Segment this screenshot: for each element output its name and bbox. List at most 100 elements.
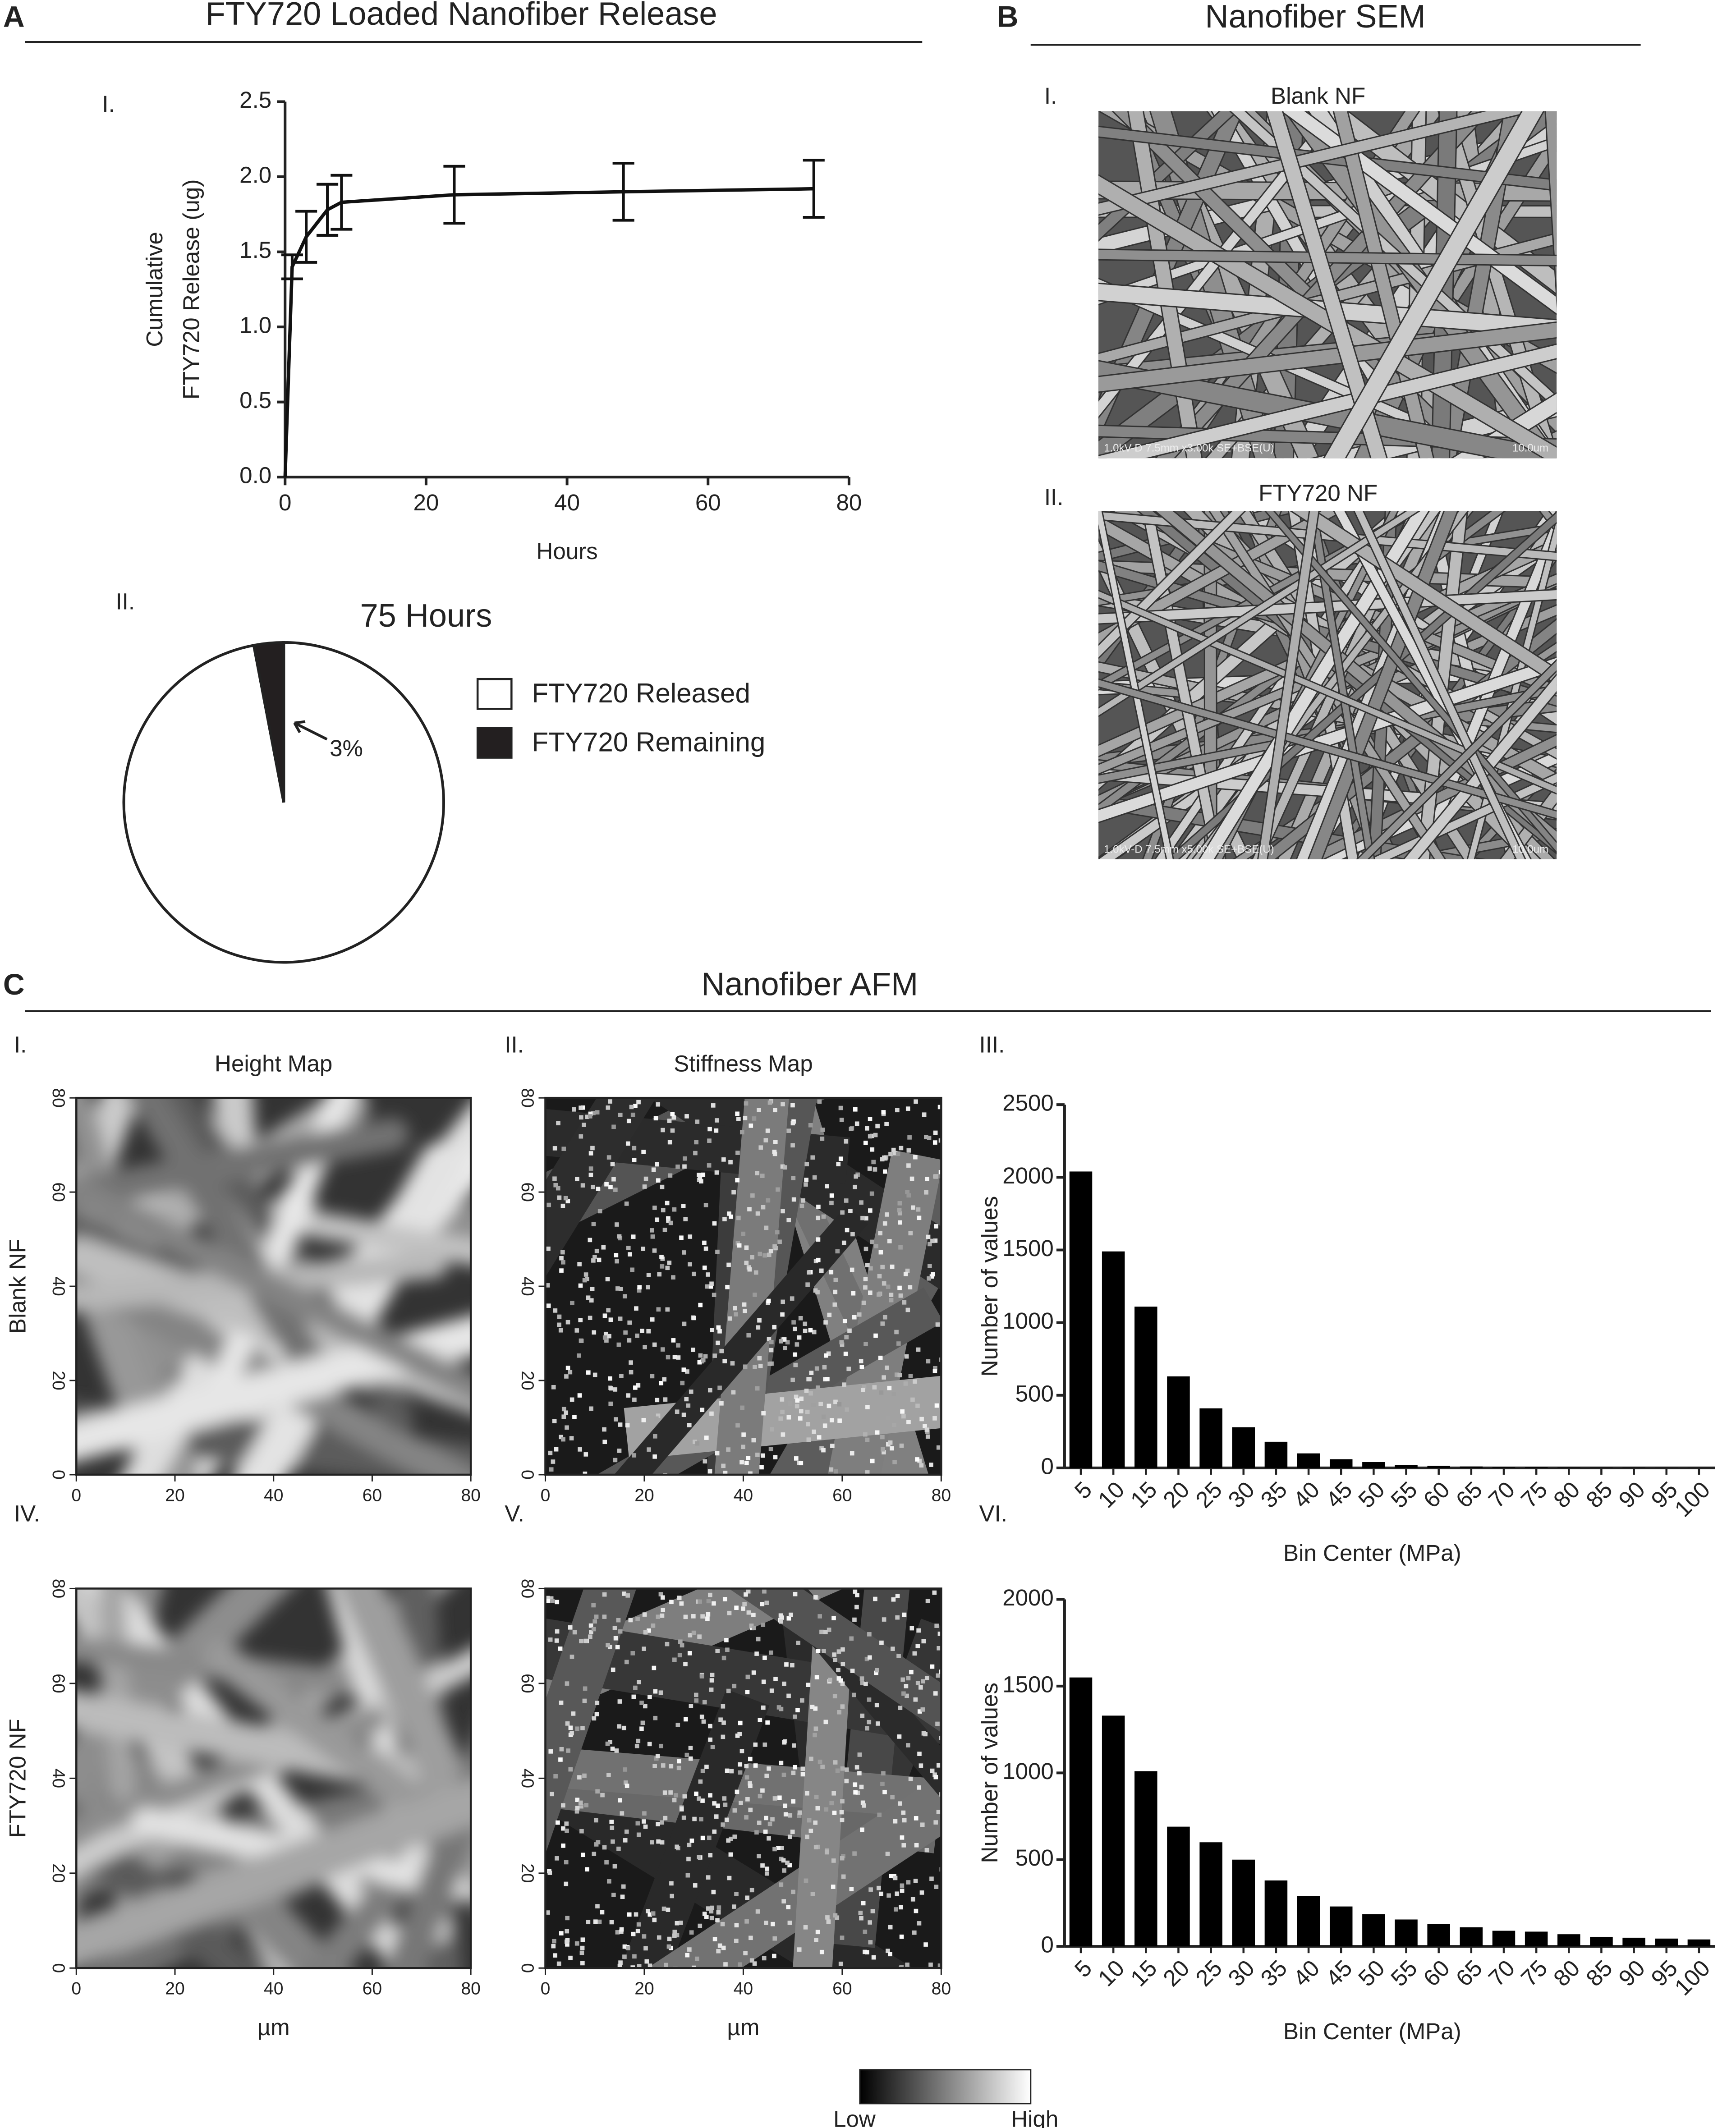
afm-pixel [558, 1757, 563, 1762]
afm-pixel [715, 1118, 719, 1123]
afm-pixel [727, 1316, 732, 1321]
afm-pixel [827, 1628, 831, 1632]
afm-pixel [855, 1593, 859, 1597]
afm-pixel [585, 1277, 589, 1281]
afm-pixel [857, 1312, 862, 1317]
afm-pixel [817, 1435, 822, 1440]
afm-pixel [813, 1706, 818, 1711]
afm-pixel [837, 1418, 842, 1423]
afm-pixel [877, 1885, 881, 1890]
afm-pixel [795, 1708, 800, 1713]
y-tick-label: 80 [518, 1579, 537, 1598]
afm-pixel [917, 1752, 922, 1756]
afm-pixel [691, 1630, 696, 1635]
afm-pixel [717, 1943, 722, 1948]
afm-pixel [755, 1171, 760, 1175]
y-tick-label: 0 [1041, 1453, 1053, 1479]
afm-pixel [930, 1768, 935, 1773]
afm-pixel [787, 1834, 792, 1839]
afm-pixel [565, 1916, 569, 1921]
afm-pixel [669, 1600, 674, 1605]
afm-pixel [915, 1644, 920, 1648]
afm-pixel [737, 1243, 742, 1248]
afm-pixel [607, 1879, 611, 1884]
afm-pixel [829, 1201, 834, 1206]
bar [1134, 1307, 1157, 1468]
afm-pixel [758, 1145, 763, 1150]
afm-pixel [840, 1210, 845, 1215]
afm-pixel [579, 1829, 584, 1834]
afm-pixel [602, 1313, 607, 1318]
afm-pixel [905, 1307, 910, 1312]
afm-pixel [595, 1789, 600, 1794]
afm-pixel [854, 1605, 859, 1610]
afm-pixel [874, 1244, 879, 1248]
afm-pixel [551, 1944, 556, 1949]
afm-pixel [678, 1921, 683, 1925]
afm-pixel [651, 1911, 656, 1916]
afm-pixel [837, 1710, 841, 1715]
afm-pixel [879, 1390, 884, 1395]
afm-pixel [767, 1100, 772, 1105]
afm-pixel [652, 1248, 657, 1253]
afm-pixel [904, 1354, 909, 1359]
afm-pixel [588, 1114, 592, 1119]
afm-pixel [728, 1852, 733, 1857]
afm-pixel [782, 1337, 787, 1342]
afm-pixel [744, 1461, 749, 1465]
annotation-arrow [293, 720, 328, 741]
bar [1655, 1938, 1678, 1947]
panel-label: I. [14, 1032, 27, 1057]
bar [1492, 1467, 1516, 1468]
afm-pixel [681, 1367, 686, 1372]
afm-pixel [580, 1961, 585, 1966]
afm-pixel [637, 1288, 642, 1293]
afm-pixel [809, 1371, 814, 1375]
afm-pixel [602, 1845, 607, 1850]
afm-pixel [634, 1743, 639, 1748]
afm-pixel [721, 1945, 726, 1950]
afm-pixel [701, 1358, 706, 1362]
afm-pixel [711, 1890, 716, 1894]
afm-pixel [786, 1693, 791, 1698]
afm-pixel [667, 1261, 672, 1265]
afm-pixel [643, 1176, 648, 1181]
afm-pixel [859, 1359, 863, 1363]
afm-pixel [710, 1673, 715, 1677]
afm-pixel [748, 1757, 753, 1761]
afm-pixel [679, 1807, 684, 1812]
afm-pixel [675, 1165, 680, 1169]
afm-pixel [897, 1211, 902, 1215]
afm-pixel [560, 1203, 565, 1208]
afm-pixel [756, 1325, 761, 1330]
afm-pixel [794, 1456, 799, 1461]
legend-label: FTY720 Released [532, 678, 750, 708]
afm-pixel [868, 1887, 873, 1892]
afm-pixel [741, 1606, 745, 1611]
afm-pixel [614, 1748, 619, 1753]
afm-pixel [653, 1116, 658, 1121]
afm-pixel [899, 1443, 904, 1448]
afm-pixel [566, 1748, 570, 1753]
afm-pixel [675, 1921, 680, 1926]
y-tick-label: 40 [49, 1276, 68, 1296]
afm-pixel [633, 1385, 638, 1390]
afm-pixel [860, 1800, 865, 1805]
afm-pixel [768, 1249, 773, 1253]
afm-pixel [757, 1318, 762, 1323]
afm-pixel [613, 1188, 618, 1192]
afm-pixel [819, 1629, 824, 1634]
afm-pixel [915, 1457, 919, 1462]
afm-pixel [880, 1781, 885, 1786]
afm-pixel [937, 1963, 941, 1968]
y-axis-label: Cumulative [142, 232, 167, 347]
afm-pixel [694, 1791, 698, 1796]
bar [1395, 1465, 1418, 1468]
afm-pixel [925, 1177, 929, 1181]
afm-pixel [698, 1302, 703, 1307]
afm-fibers [76, 1588, 471, 1968]
afm-pixel [703, 1354, 708, 1359]
afm-pixel [826, 1351, 831, 1356]
afm-pixel [748, 1781, 752, 1786]
afm-pixel [692, 1816, 697, 1821]
